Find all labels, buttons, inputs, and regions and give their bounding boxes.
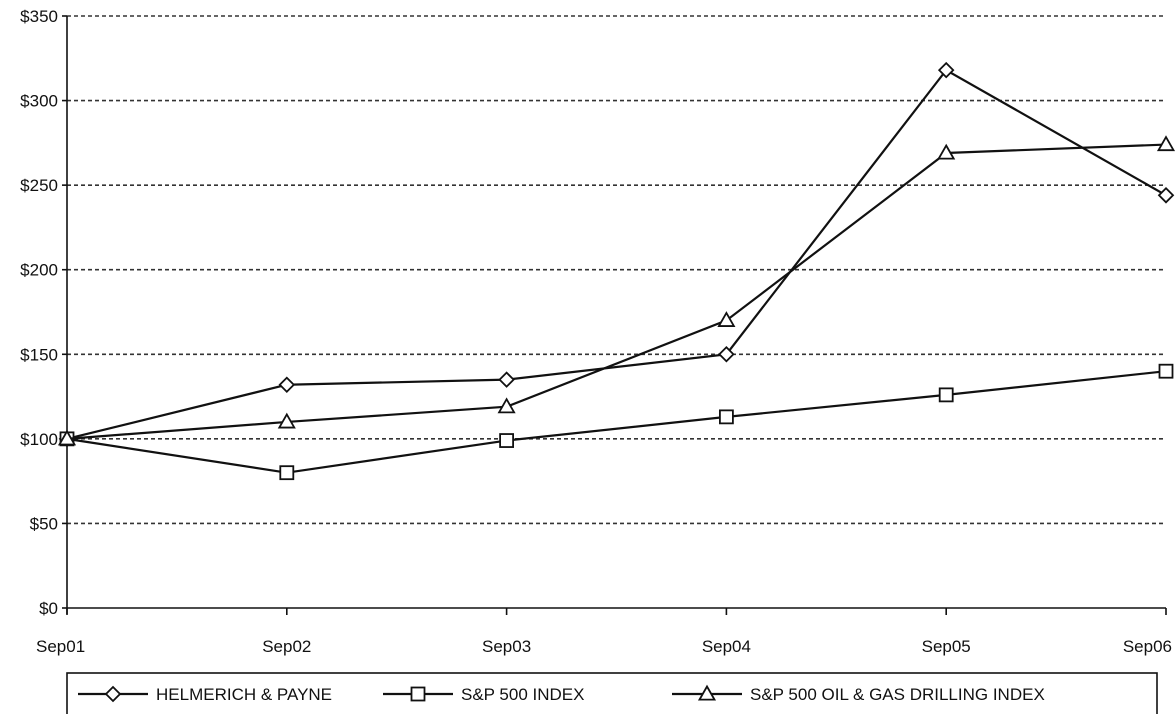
- gridlines: [67, 15, 1166, 525]
- legend-item-sandp-500-index: S&P 500 INDEX: [383, 685, 584, 704]
- y-axis-tick-labels: $0 $50 $100 $150 $200 $250 $300 $350: [20, 7, 58, 618]
- x-tick-label: Sep01: [36, 637, 85, 656]
- data-point-triangle: [57, 429, 77, 446]
- y-tick-label: $100: [20, 430, 58, 449]
- data-point-square: [279, 465, 295, 481]
- data-point-triangle: [277, 412, 296, 429]
- data-point-diamond: [937, 61, 955, 79]
- y-tick-label: $250: [20, 176, 58, 195]
- data-point-diamond: [1157, 187, 1175, 204]
- data-point-triangle: [717, 311, 736, 327]
- data-point-diamond: [718, 346, 735, 363]
- legend-label: S&P 500 OIL & GAS DRILLING INDEX: [750, 685, 1045, 704]
- data-point-square: [938, 387, 954, 403]
- y-tick-label: $350: [20, 7, 58, 26]
- y-tick-label: $150: [20, 345, 58, 364]
- y-tick-label: $50: [30, 514, 58, 533]
- legend-label: S&P 500 INDEX: [461, 685, 584, 704]
- x-tick-label: Sep03: [482, 637, 531, 656]
- series-sandp-500-index: [59, 363, 1174, 481]
- series-line: [66, 370, 1167, 474]
- legend-marker-triangle: [697, 684, 717, 701]
- x-tick-label: Sep06: [1123, 637, 1172, 656]
- data-point-triangle: [937, 143, 956, 160]
- legend-marker-diamond: [104, 685, 122, 703]
- axes: [62, 15, 1167, 615]
- legend-marker-square: [410, 686, 426, 702]
- x-axis-tick-labels: Sep01 Sep02 Sep03 Sep04 Sep05 Sep06: [36, 637, 1172, 656]
- data-point-diamond: [278, 376, 296, 394]
- legend-label: HELMERICH & PAYNE: [156, 685, 332, 704]
- series-line: [66, 68, 1167, 440]
- y-tick-label: $300: [20, 92, 58, 111]
- data-point-triangle: [497, 397, 516, 414]
- data-point-triangle: [1156, 135, 1176, 152]
- x-tick-label: Sep05: [922, 637, 971, 656]
- legend-item-helmerich-and-payne: HELMERICH & PAYNE: [78, 685, 332, 704]
- data-point-square: [499, 433, 515, 448]
- legend-box: [66, 672, 1158, 714]
- legend: HELMERICH & PAYNE S&P 500 INDEX S&P 500 OI…: [66, 672, 1158, 714]
- data-point-square: [719, 409, 734, 425]
- series-lines: [57, 61, 1176, 481]
- data-point-square: [1158, 363, 1174, 379]
- series-line: [66, 143, 1167, 440]
- y-tick-label: $200: [20, 261, 58, 280]
- y-tick-label: $0: [39, 599, 58, 618]
- data-point-diamond: [498, 371, 515, 388]
- x-tick-label: Sep04: [702, 637, 751, 656]
- series-sandp-500-oil-and-gas-drilling-index: [57, 135, 1176, 446]
- x-tick-label: Sep02: [262, 637, 311, 656]
- legend-item-sandp-500-oil-and-gas-drilling-index: S&P 500 OIL & GAS DRILLING INDEX: [672, 684, 1045, 704]
